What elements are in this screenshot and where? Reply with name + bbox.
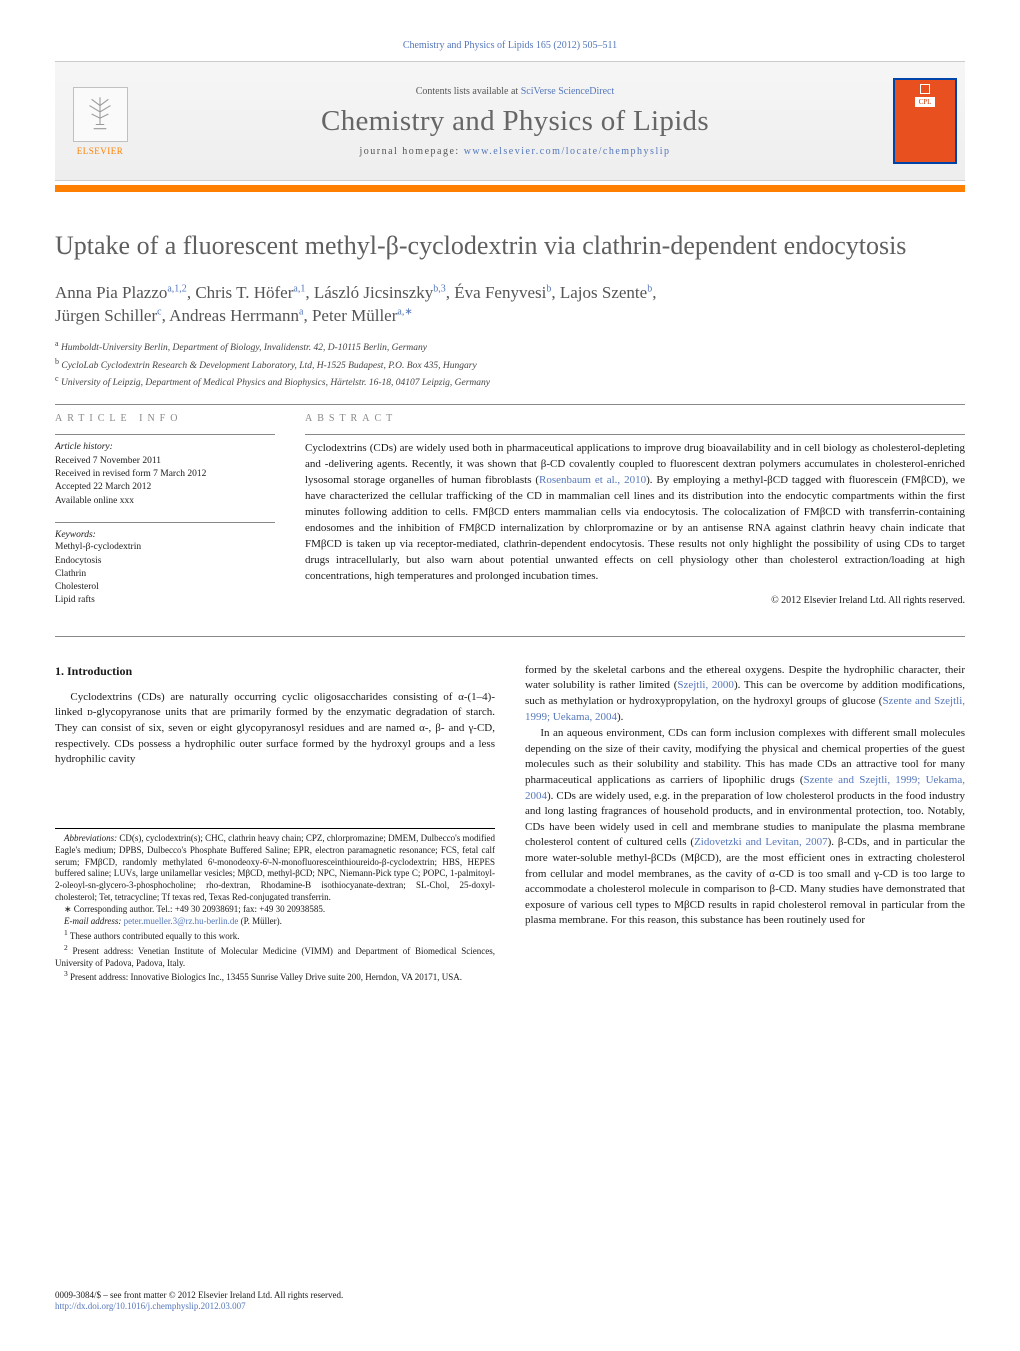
divider (55, 404, 965, 405)
email-whom: (P. Müller). (238, 916, 282, 926)
author-aff: b,3 (433, 283, 446, 294)
affiliation-a: Humboldt-University Berlin, Department o… (61, 343, 427, 353)
cover-image: CPL (893, 78, 957, 164)
abstract-column: abstract Cyclodextrins (CDs) are widely … (305, 413, 965, 621)
abstract-copyright: © 2012 Elsevier Ireland Ltd. All rights … (305, 595, 965, 606)
divider (55, 636, 965, 637)
keywords-block: Keywords: Methyl-β-cyclodextrin Endocyto… (55, 529, 275, 608)
homepage-link[interactable]: www.elsevier.com/locate/chemphyslip (464, 146, 671, 157)
footnote-3: 3 Present address: Innovative Biologics … (55, 969, 495, 984)
citation-link[interactable]: Szejtli, 2000 (677, 679, 734, 691)
keywords-label: Keywords: (55, 529, 275, 542)
author-name: , László Jicsinszky (305, 283, 433, 302)
author-name: , Andreas Herrmann (162, 306, 299, 325)
info-abstract-row: article info Article history: Received 7… (55, 413, 965, 621)
citation-link[interactable]: Rosenbaum et al., 2010 (539, 474, 646, 486)
affiliations: a Humboldt-University Berlin, Department… (55, 338, 965, 390)
divider (55, 434, 275, 435)
abbrev-text: CD(s), cyclodextrin(s); CHC, clathrin he… (55, 833, 495, 902)
journal-title: Chemistry and Physics of Lipids (321, 105, 709, 138)
abstract-span: ). By employing a methyl-βCD tagged with… (305, 474, 965, 582)
page-footer: 0009-3084/$ – see front matter © 2012 El… (55, 1290, 343, 1313)
accent-bar (55, 185, 965, 192)
author-name: , Éva Fenyvesi (446, 283, 547, 302)
journal-header-band: ELSEVIER Contents lists available at Sci… (55, 61, 965, 181)
article-history: Article history: Received 7 November 201… (55, 441, 275, 507)
homepage-line: journal homepage: www.elsevier.com/locat… (359, 146, 670, 157)
author-name: Anna Pia Plazzo (55, 283, 167, 302)
contents-available-line: Contents lists available at SciVerse Sci… (416, 86, 615, 97)
footnotes-block: Abbreviations: CD(s), cyclodextrin(s); C… (55, 828, 495, 985)
author-name: Jürgen Schiller (55, 306, 157, 325)
author-name: , Chris T. Höfer (187, 283, 294, 302)
corresponding-author: ∗ Corresponding author. Tel.: +49 30 209… (55, 904, 495, 916)
keyword: Endocytosis (55, 555, 275, 568)
body-paragraph: formed by the skeletal carbons and the e… (525, 663, 965, 725)
abbrev-label: Abbreviations: (64, 833, 117, 843)
header-center: Contents lists available at SciVerse Sci… (145, 62, 885, 180)
body-paragraph: Cyclodextrins (CDs) are naturally occurr… (55, 690, 495, 768)
authors-list: Anna Pia Plazzoa,1,2, Chris T. Höfera,1,… (55, 281, 965, 329)
article-info-column: article info Article history: Received 7… (55, 413, 275, 621)
right-column: formed by the skeletal carbons and the e… (525, 663, 965, 985)
online-date: Available online xxx (55, 495, 275, 508)
keyword: Methyl-β-cyclodextrin (55, 541, 275, 554)
journal-reference: Chemistry and Physics of Lipids 165 (201… (55, 40, 965, 51)
contents-prefix: Contents lists available at (416, 86, 521, 97)
body-paragraph: In an aqueous environment, CDs can form … (525, 726, 965, 929)
footnote-1: 1 These authors contributed equally to t… (55, 928, 495, 943)
article-info-head: article info (55, 413, 275, 424)
abstract-head: abstract (305, 413, 965, 424)
cover-cpl-label: CPL (915, 97, 936, 107)
abbreviations: Abbreviations: CD(s), cyclodextrin(s); C… (55, 833, 495, 904)
publisher-logo: ELSEVIER (55, 62, 145, 180)
body-columns: 1. Introduction Cyclodextrins (CDs) are … (55, 663, 965, 985)
footnote-2: 2 Present address: Venetian Institute of… (55, 943, 495, 970)
history-label: Article history: (55, 441, 275, 454)
divider (305, 434, 965, 435)
received-date: Received 7 November 2011 (55, 455, 275, 468)
author-aff: a,1 (293, 283, 305, 294)
accepted-date: Accepted 22 March 2012 (55, 481, 275, 494)
revised-date: Received in revised form 7 March 2012 (55, 468, 275, 481)
author-email-link[interactable]: peter.mueller.3@rz.hu-berlin.de (124, 916, 239, 926)
affiliation-c: University of Leipzig, Department of Med… (61, 378, 490, 388)
corresponding-star-icon: ∗ (404, 307, 412, 318)
article-title: Uptake of a fluorescent methyl-β-cyclode… (55, 230, 965, 263)
author-name: , Peter Müller (303, 306, 397, 325)
email-label: E-mail address: (64, 916, 124, 926)
journal-cover-thumb: CPL (885, 62, 965, 180)
left-column: 1. Introduction Cyclodextrins (CDs) are … (55, 663, 495, 985)
keyword: Clathrin (55, 568, 275, 581)
homepage-prefix: journal homepage: (359, 146, 463, 157)
author-aff: a,1,2 (167, 283, 186, 294)
elsevier-tree-icon (73, 87, 128, 142)
publisher-name: ELSEVIER (77, 146, 124, 156)
divider (55, 522, 275, 523)
abstract-text: Cyclodextrins (CDs) are widely used both… (305, 441, 965, 584)
citation-link[interactable]: Zidovetzki and Levitan, 2007 (694, 836, 828, 848)
email-line: E-mail address: peter.mueller.3@rz.hu-be… (55, 916, 495, 928)
keyword: Cholesterol (55, 581, 275, 594)
affiliation-b: CycloLab Cyclodextrin Research & Develop… (61, 361, 476, 371)
keyword: Lipid rafts (55, 594, 275, 607)
author-aff: b (647, 283, 652, 294)
sciencedirect-link[interactable]: SciVerse ScienceDirect (521, 86, 615, 97)
cover-icon (920, 84, 930, 94)
doi-link[interactable]: http://dx.doi.org/10.1016/j.chemphyslip.… (55, 1301, 246, 1311)
issn-line: 0009-3084/$ – see front matter © 2012 El… (55, 1290, 343, 1302)
author-name: , Lajos Szente (551, 283, 647, 302)
section-heading: 1. Introduction (55, 663, 495, 680)
